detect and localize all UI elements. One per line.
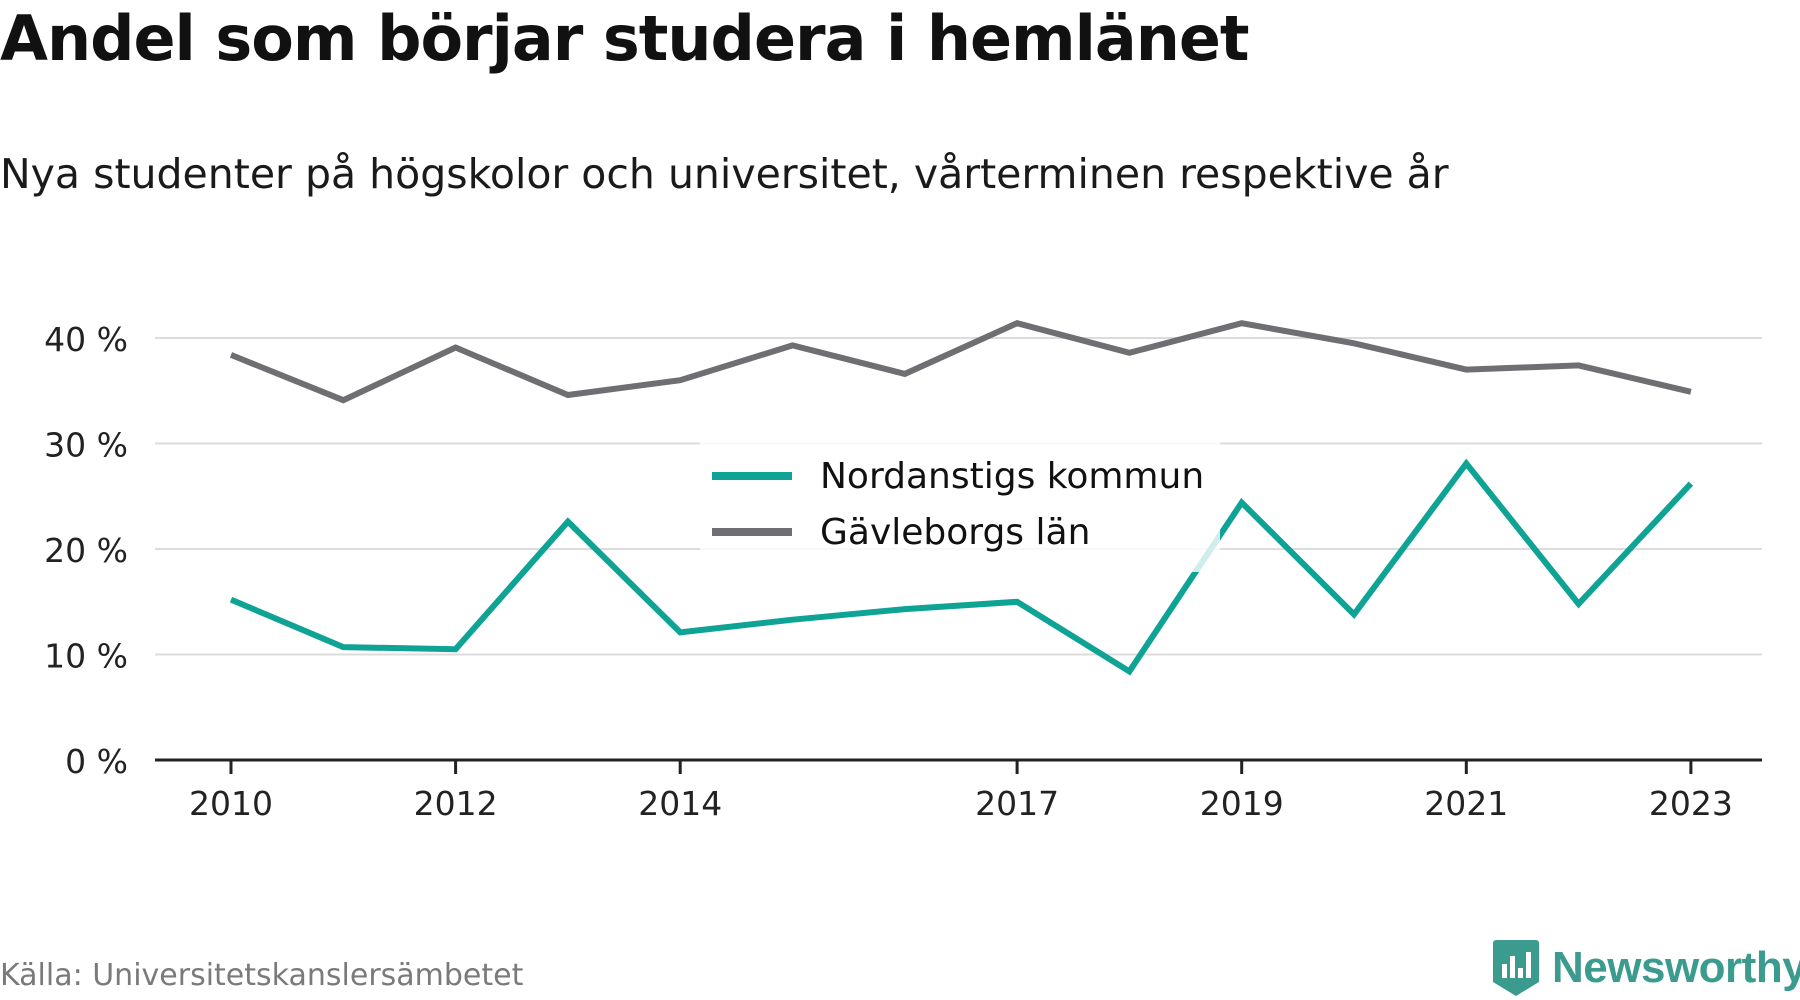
x-tick-label: 2021: [1424, 784, 1508, 823]
newsworthy-logo-icon: [1493, 940, 1539, 996]
brand-logo: Newsworthy: [1492, 938, 1800, 998]
y-tick-label: 30 %: [44, 426, 128, 465]
chart-title: Andel som börjar studera i hemlänet: [0, 2, 1250, 75]
legend-box: [700, 440, 1220, 572]
brand-name: Newsworthy: [1552, 943, 1800, 992]
y-tick-label: 0 %: [65, 742, 128, 781]
x-tick-label: 2010: [189, 784, 273, 823]
x-tick-label: 2019: [1200, 784, 1284, 823]
y-tick-label: 10 %: [44, 637, 128, 676]
x-tick-label: 2017: [975, 784, 1059, 823]
x-tick-label: 2014: [638, 784, 722, 823]
y-tick-label: 40 %: [44, 320, 128, 359]
source-note: Källa: Universitetskanslersämbetet: [0, 958, 524, 993]
legend-label: Nordanstigs kommun: [820, 456, 1204, 497]
y-tick-label: 20 %: [44, 531, 128, 570]
x-tick-label: 2012: [414, 784, 498, 823]
x-tick-label: 2023: [1649, 784, 1733, 823]
legend-label: Gävleborgs län: [820, 512, 1090, 553]
series-line-nordanstigs-kommun: [229, 458, 1694, 676]
series-line-g-vleborgs-l-n: [229, 320, 1692, 404]
chart-subtitle: Nya studenter på högskolor och universit…: [0, 150, 1449, 198]
